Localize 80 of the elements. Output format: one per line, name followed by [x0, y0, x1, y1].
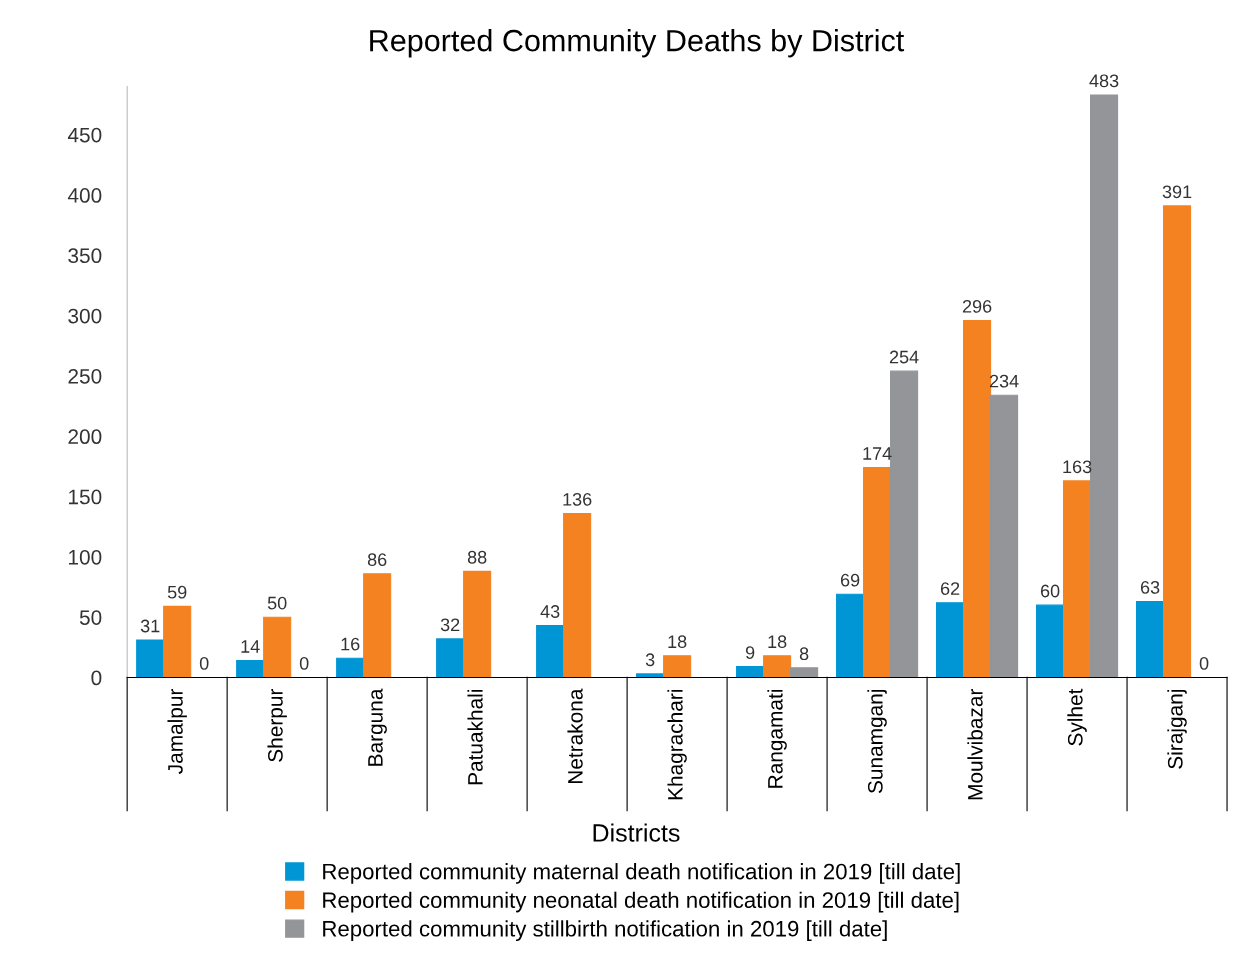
data-label: 296 — [962, 299, 992, 313]
data-label: 0 — [199, 656, 209, 670]
bar — [263, 616, 292, 678]
legend-label: Reported community maternal death notification in 2019 [till date] — [323, 863, 960, 884]
y-tick-label: 0 — [91, 670, 102, 686]
data-label: 0 — [1199, 656, 1209, 670]
y-tick-label: 350 — [68, 248, 102, 264]
data-label: 16 — [341, 637, 360, 651]
bar — [863, 467, 892, 678]
bar — [663, 655, 692, 678]
bar — [963, 319, 992, 678]
data-label: 88 — [467, 550, 487, 564]
data-label: 3 — [645, 653, 655, 667]
bar — [463, 570, 492, 678]
data-label: 86 — [367, 553, 387, 567]
x-tick-label: Netrakona — [567, 688, 583, 784]
bar — [890, 370, 919, 678]
data-label: 60 — [1040, 584, 1060, 598]
data-label: 62 — [940, 582, 960, 595]
x-axis-title: Districts — [593, 823, 680, 842]
data-label: 63 — [1140, 581, 1160, 594]
data-label: 254 — [889, 350, 919, 364]
data-label: 14 — [241, 640, 260, 653]
data-label: 18 — [768, 635, 787, 649]
y-tick-label: 200 — [68, 429, 102, 445]
data-label: 8 — [799, 647, 809, 661]
data-label: 163 — [1063, 460, 1092, 474]
bar — [563, 512, 592, 678]
bar — [336, 657, 365, 678]
bar — [1136, 600, 1165, 678]
bar — [836, 593, 865, 678]
x-tick-label: Khagrachari — [667, 690, 687, 800]
data-label: 483 — [1089, 74, 1119, 88]
chart-title: Reported Community Deaths by District — [370, 29, 905, 58]
data-label: 9 — [745, 646, 755, 659]
x-tick-label: Rangamati — [767, 690, 787, 788]
x-tick-label: Sirajganj — [1167, 690, 1187, 769]
data-label: 50 — [267, 596, 287, 610]
y-tick-label: 150 — [69, 489, 102, 505]
data-label: 59 — [167, 585, 187, 599]
y-tick-label: 400 — [67, 188, 102, 203]
bar — [1036, 604, 1065, 678]
data-label: 391 — [1162, 185, 1192, 199]
bar — [636, 673, 665, 678]
data-label: 18 — [668, 635, 687, 649]
bar — [163, 605, 192, 678]
bar — [1163, 205, 1192, 678]
bar — [1090, 94, 1119, 678]
data-label: 136 — [563, 492, 592, 506]
y-tick-label: 100 — [69, 549, 102, 565]
y-tick-label: 450 — [67, 127, 102, 143]
x-tick-label: Moulvibazar — [967, 688, 983, 800]
bar — [790, 667, 819, 678]
data-label: 0 — [299, 656, 309, 670]
data-label: 174 — [863, 447, 892, 460]
bar — [763, 655, 792, 678]
bar — [536, 625, 565, 678]
legend-label: Reported community stillbirth notification in 2019 [till date] — [323, 920, 887, 941]
data-label: 32 — [440, 618, 460, 632]
x-tick-label: Barguna — [368, 688, 387, 766]
bar — [936, 602, 965, 678]
x-tick-label: Jamalpur — [167, 688, 187, 774]
y-tick-label: 50 — [79, 610, 102, 625]
x-tick-label: Patuakhali — [467, 690, 483, 785]
x-tick-label: Sherpur — [267, 688, 287, 762]
y-tick-label: 300 — [68, 308, 102, 324]
bar — [236, 660, 265, 678]
bar — [990, 394, 1019, 678]
legend-label: Reported community neonatal death notification in 2019 [till date] — [323, 891, 959, 913]
bar — [736, 666, 765, 678]
x-tick-label: Sunamganj — [867, 690, 887, 794]
bar — [436, 638, 465, 678]
x-tick-label: Sylhet — [1067, 688, 1087, 746]
bar — [363, 573, 392, 678]
data-label: 69 — [840, 573, 860, 587]
data-label: 31 — [140, 619, 160, 633]
data-label: 43 — [540, 605, 560, 618]
bar — [1063, 480, 1092, 678]
bar — [136, 639, 165, 678]
y-tick-label: 250 — [68, 368, 102, 384]
